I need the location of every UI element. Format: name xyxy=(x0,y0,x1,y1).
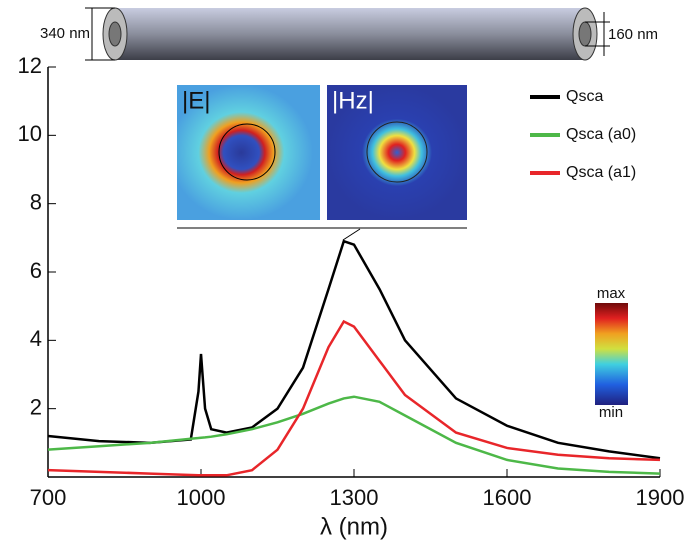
cylinder xyxy=(85,7,610,61)
legend-label: Qsca (a0) xyxy=(566,126,636,143)
annotation: 340 nm xyxy=(40,25,90,42)
x-tick-label: 1900 xyxy=(636,485,685,510)
y-tick-label: 4 xyxy=(30,326,42,351)
annotation: |Hz| xyxy=(332,87,374,114)
x-tick-label: 700 xyxy=(30,485,67,510)
annotation: 160 nm xyxy=(608,26,658,43)
x-tick-label: 1000 xyxy=(177,485,226,510)
annotation: |E| xyxy=(182,87,210,114)
series-line xyxy=(47,395,661,475)
legend-label: Qsca xyxy=(566,88,603,105)
legend-label: Qsca (a1) xyxy=(566,164,636,181)
y-tick-label: 12 xyxy=(18,53,42,78)
colorbar xyxy=(595,303,628,405)
annotation: max xyxy=(597,285,626,302)
y-tick-label: 6 xyxy=(30,258,42,283)
x-axis-label: λ (nm) xyxy=(320,513,388,540)
y-tick-label: 10 xyxy=(18,121,42,146)
annotation: min xyxy=(599,404,623,421)
x-tick-label: 1300 xyxy=(330,485,379,510)
y-tick-label: 2 xyxy=(30,394,42,419)
y-tick-label: 8 xyxy=(30,189,42,214)
x-tick-label: 1600 xyxy=(483,485,532,510)
inset-maps xyxy=(177,85,467,241)
series-line xyxy=(47,239,661,460)
series-line xyxy=(47,319,661,477)
